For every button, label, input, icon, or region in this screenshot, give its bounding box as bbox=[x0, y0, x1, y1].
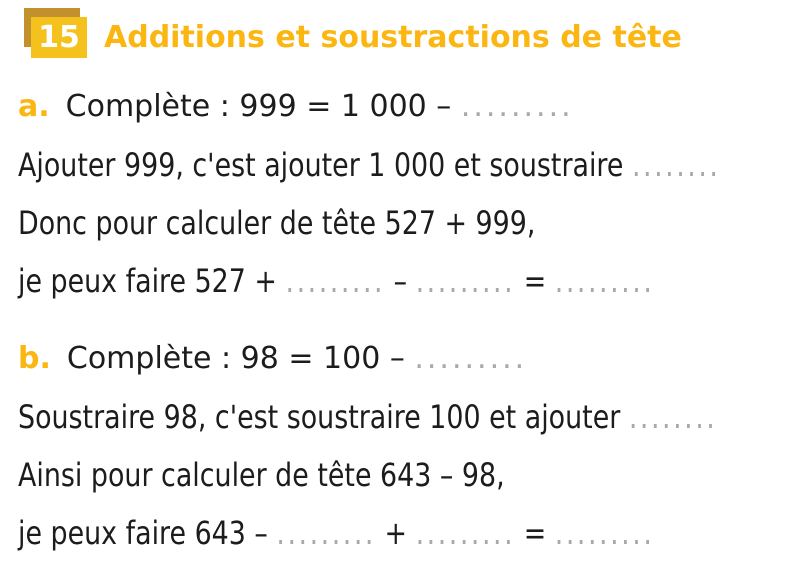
question-b-equation-operator-1: + bbox=[375, 514, 416, 552]
question-a-equation-operator-1: – bbox=[385, 262, 416, 300]
exercise-number-badge: 15 bbox=[31, 17, 87, 58]
question-b-text: Complète : 98 = 100 – bbox=[66, 341, 415, 376]
question-b-equation-start: je peux faire 643 – bbox=[18, 514, 277, 552]
question-b-equation-operator-2: = bbox=[515, 514, 555, 552]
question-b-blank: ......... bbox=[414, 341, 528, 376]
question-a-label: a. bbox=[18, 89, 50, 124]
question-b-lead: b. Complète : 98 = 100 – ......... bbox=[18, 338, 803, 380]
question-b-equation: je peux faire 643 – ......... + ........… bbox=[18, 512, 677, 554]
question-b-statement-text: Ainsi pour calculer de tête 643 – 98, bbox=[18, 456, 505, 494]
question-a-equation-blank-3: ......... bbox=[554, 262, 655, 300]
question-a-explanation-blank: ........ bbox=[631, 146, 721, 184]
question-a-equation: je peux faire 527 + ......... – ........… bbox=[18, 260, 677, 302]
question-b-statement: Ainsi pour calculer de tête 643 – 98, bbox=[18, 454, 677, 496]
question-a-blank: ......... bbox=[460, 89, 574, 124]
exercise-title: Additions et soustractions de tête bbox=[104, 20, 682, 55]
question-a-lead: a. Complète : 999 = 1 000 – ......... bbox=[18, 86, 803, 128]
exercise-header: 15 Additions et soustractions de tête bbox=[24, 8, 803, 58]
question-a-equation-operator-2: = bbox=[515, 262, 555, 300]
question-b-explanation-text: Soustraire 98, c'est soustraire 100 et a… bbox=[18, 398, 629, 436]
exercise-body: a. Complète : 999 = 1 000 – ......... Ajo… bbox=[18, 86, 803, 554]
exercise-number: 15 bbox=[38, 20, 80, 55]
question-a-statement-text: Donc pour calculer de tête 527 + 999, bbox=[18, 204, 536, 242]
question-a-explanation-text: Ajouter 999, c'est ajouter 1 000 et sous… bbox=[18, 146, 632, 184]
question-b-explanation-blank: ........ bbox=[628, 398, 718, 436]
question-a-explanation: Ajouter 999, c'est ajouter 1 000 et sous… bbox=[18, 144, 718, 186]
question-b-equation-blank-1: ......... bbox=[276, 514, 376, 552]
question-a-statement: Donc pour calculer de tête 527 + 999, bbox=[18, 202, 677, 244]
question-b-explanation: Soustraire 98, c'est soustraire 100 et a… bbox=[18, 396, 715, 438]
question-a-equation-blank-2: ......... bbox=[415, 262, 516, 300]
question-a-equation-blank-1: ......... bbox=[285, 262, 386, 300]
question-b-label: b. bbox=[18, 341, 51, 376]
question-a-text: Complète : 999 = 1 000 – bbox=[65, 89, 461, 124]
question-a-equation-start: je peux faire 527 + bbox=[18, 262, 286, 300]
question-b-equation-blank-3: ......... bbox=[554, 514, 655, 552]
question-b-equation-blank-2: ......... bbox=[415, 514, 516, 552]
